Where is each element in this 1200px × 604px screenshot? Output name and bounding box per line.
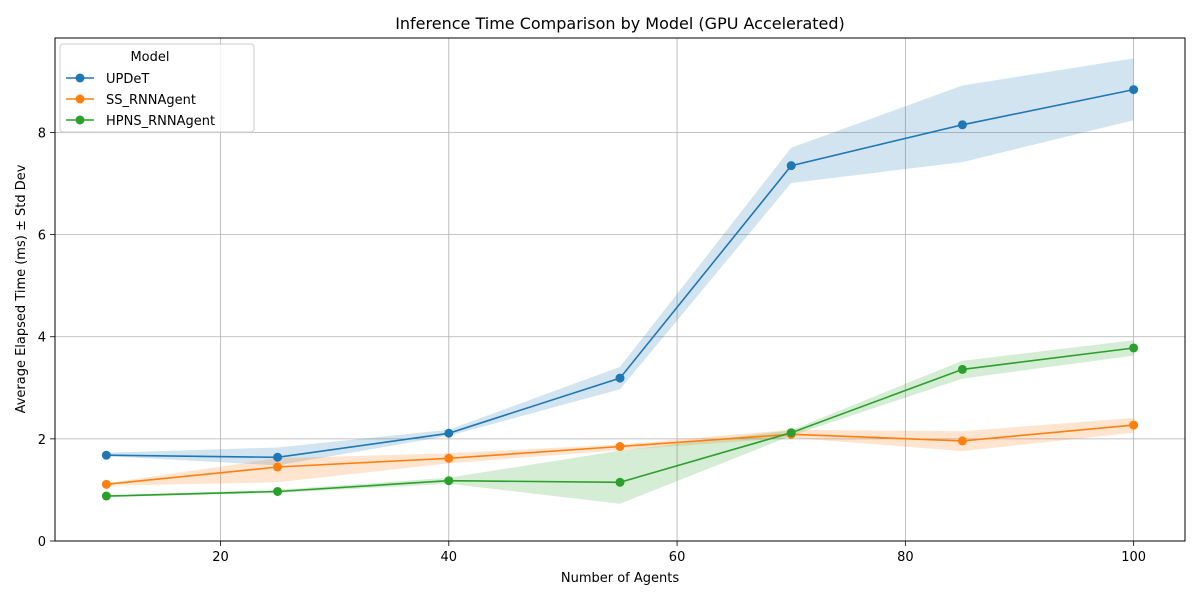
x-tick-label: 80	[897, 550, 914, 565]
updet-point	[273, 452, 283, 462]
ss-rnnagent-point	[444, 453, 454, 463]
y-tick-label: 0	[38, 535, 46, 550]
std-dev-bands	[106, 58, 1134, 504]
ss-rnnagent-point	[615, 442, 625, 452]
y-axis-label: Average Elapsed Time (ms) ± Std Dev	[14, 164, 29, 413]
x-tick-label: 100	[1121, 550, 1146, 565]
updet-point	[1129, 85, 1139, 95]
hpns-rnnagent-point	[615, 477, 625, 487]
y-tick-label: 8	[38, 126, 46, 141]
x-tick-label: 20	[212, 550, 229, 565]
legend-items: UPDeT SS_RNNAgent HPNS_RNNAgent	[66, 72, 215, 129]
x-tick-label: 40	[441, 550, 458, 565]
ss-rnnagent-legend-label: SS_RNNAgent	[106, 93, 196, 108]
y-tick-label: 2	[38, 433, 46, 448]
hpns-rnnagent-std-band	[106, 340, 1134, 504]
legend: Model UPDeT SS_RNNAgent HPNS_RNNAgent	[59, 43, 255, 133]
hpns-rnnagent-point	[957, 364, 967, 374]
updet-std-band	[106, 58, 1134, 466]
ss-rnnagent-point	[957, 436, 967, 446]
hpns-rnnagent-legend-label: HPNS_RNNAgent	[106, 114, 215, 129]
x-tick-label: 60	[669, 550, 686, 565]
ss-rnnagent-point	[101, 479, 111, 489]
hpns-rnnagent-point	[101, 491, 111, 501]
hpns-rnnagent-point	[786, 428, 796, 438]
x-axis-ticks: 20 40 60 80 100	[212, 541, 1146, 565]
updet-point	[101, 450, 111, 460]
legend-title: Model	[130, 50, 169, 65]
hpns-rnnagent-point	[1129, 343, 1139, 353]
updet-legend-label: UPDeT	[106, 72, 149, 87]
ss-rnnagent-legend-marker	[75, 94, 85, 104]
ss-rnnagent-std-band	[106, 417, 1134, 486]
series-markers	[101, 85, 1139, 501]
updet-point	[957, 120, 967, 130]
updet-point	[786, 161, 796, 171]
updet-point	[444, 428, 454, 438]
x-axis-label: Number of Agents	[561, 571, 679, 586]
hpns-rnnagent-point	[444, 476, 454, 486]
chart-title: Inference Time Comparison by Model (GPU …	[395, 14, 845, 33]
plot-frame	[54, 37, 1186, 542]
ss-rnnagent-point	[273, 462, 283, 472]
y-axis-ticks: 0 2 4 6 8	[38, 126, 55, 550]
hpns-rnnagent-point	[273, 486, 283, 496]
y-tick-label: 4	[38, 331, 46, 346]
hpns-rnnagent-legend-marker	[75, 115, 85, 125]
updet-legend-marker	[75, 73, 85, 83]
y-tick-label: 6	[38, 229, 46, 244]
updet-point	[615, 373, 625, 383]
ss-rnnagent-point	[1129, 420, 1139, 430]
legend-box	[59, 43, 255, 133]
